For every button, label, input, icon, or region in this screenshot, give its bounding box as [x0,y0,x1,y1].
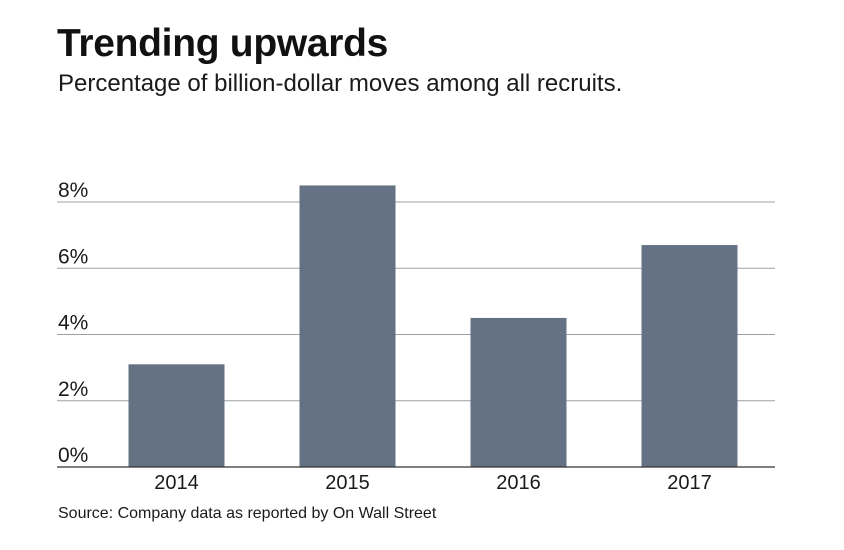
x-tick-label-2017: 2017 [667,472,712,494]
chart-source: Source: Company data as reported by On W… [58,505,437,522]
y-tick-label-2: 2% [58,378,88,401]
x-tick-label-2014: 2014 [154,472,199,494]
y-tick-label-0: 0% [58,444,88,467]
chart-subtitle: Percentage of billion-dollar moves among… [58,70,623,97]
y-tick-label-6: 6% [58,245,88,268]
x-tick-label-2016: 2016 [496,472,541,494]
tick-labels: 0% 2% 4% 6% 8% 2014 2015 2016 2017 [58,179,712,494]
bar-2016 [470,317,567,467]
y-tick-label-4: 4% [58,312,88,335]
chart-title: Trending upwards [57,22,389,65]
y-tick-label-8: 8% [58,179,88,202]
bar-2015 [299,185,396,467]
bar-2014 [128,364,225,467]
bar-2017 [641,245,738,467]
bars [128,185,738,467]
x-tick-label-2015: 2015 [325,472,370,494]
